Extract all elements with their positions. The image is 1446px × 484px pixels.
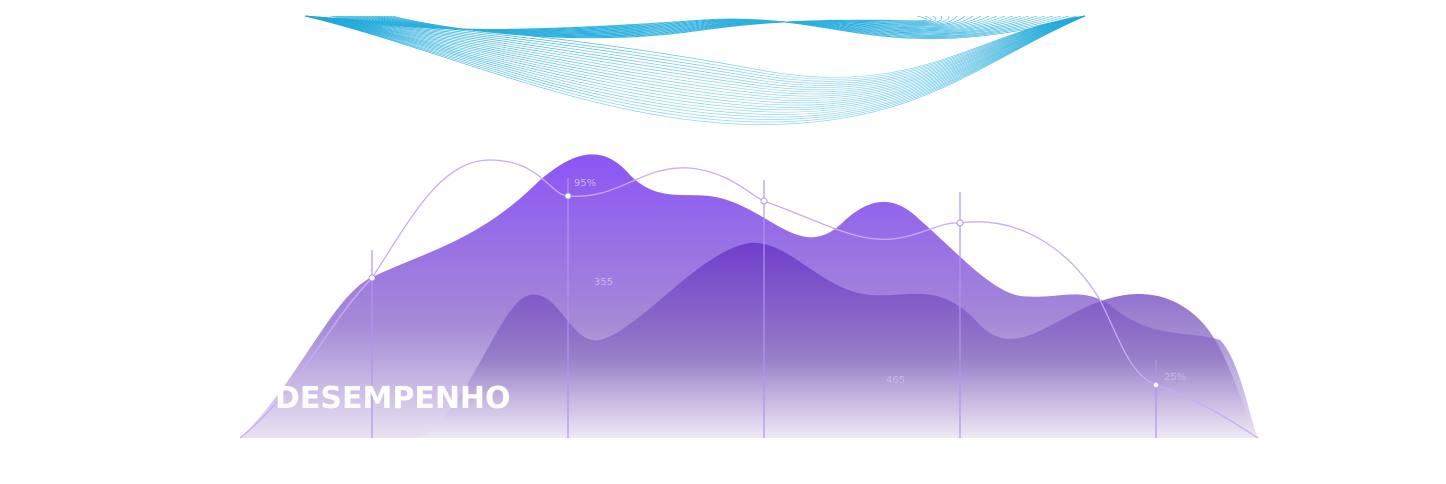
wave-line (304, 15, 1086, 99)
trend-line (240, 159, 1259, 439)
wave-line (304, 15, 1086, 106)
wave-line (392, 15, 928, 39)
wave-line (304, 15, 1086, 115)
wave-line (304, 15, 1086, 93)
label: 25% (1164, 372, 1186, 383)
label: 465 (886, 375, 905, 386)
wave-line (304, 15, 1086, 101)
mountain-front (420, 242, 1258, 438)
label: 355 (594, 277, 613, 288)
wave-line (304, 15, 1086, 118)
wave-line (304, 15, 1086, 123)
points (368, 192, 1160, 389)
title: DESEMPENHO (275, 381, 511, 416)
wave-line (304, 15, 1086, 111)
wave-line (304, 15, 1086, 104)
wave-line (304, 15, 1086, 84)
wave-line (304, 15, 1086, 113)
wave-line (304, 15, 1086, 120)
chart-area: 95% 355 465 25% DESEMPENHO (240, 154, 1259, 439)
wave-line (304, 15, 1086, 82)
wave-line (304, 15, 1086, 97)
wave-line (304, 15, 1086, 90)
wave-lines (304, 15, 1086, 125)
wave-line (304, 15, 1086, 86)
label: 95% (574, 178, 596, 189)
wave-line (304, 15, 1086, 108)
wave-line (304, 15, 1086, 95)
wave-line (304, 15, 1086, 88)
wave-line (304, 15, 1086, 125)
